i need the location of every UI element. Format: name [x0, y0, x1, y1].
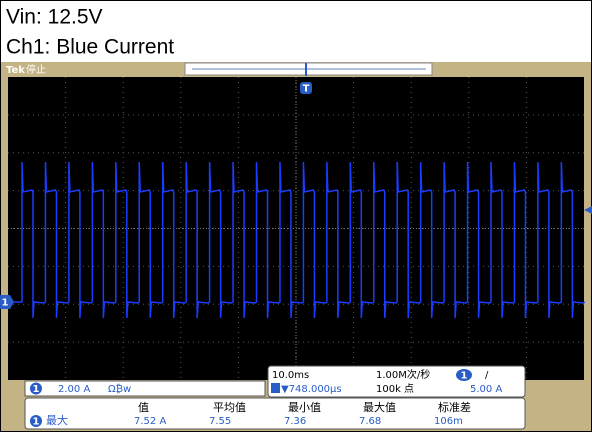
- trigger-marker: [300, 82, 312, 94]
- measure-header: 最大值: [363, 400, 396, 414]
- sample-rate: 1.00M次/秒: [376, 368, 430, 381]
- t-icon: [271, 383, 280, 393]
- caption-line: Ch1: Blue Current: [6, 36, 174, 59]
- ground-marker: [0, 295, 14, 309]
- ground-marker-label: 1: [2, 298, 9, 309]
- measure-value: 106m: [434, 416, 463, 427]
- channel-badge: [30, 382, 42, 395]
- waveform: [8, 161, 586, 319]
- trigger-badge: [456, 369, 472, 381]
- trigger-marker-label: T: [303, 84, 310, 95]
- measure-box: [24, 397, 526, 430]
- time-position: ▼748.000µs: [281, 384, 342, 395]
- measure-value: 7.36: [284, 416, 306, 427]
- measure-header: 值: [138, 401, 149, 414]
- caption-line: Vin: 12.5V: [6, 6, 103, 29]
- trigger-slope: /: [485, 370, 489, 381]
- trigger-badge-label: 1: [461, 371, 468, 382]
- measure-value: 7.52 A: [134, 416, 166, 427]
- measure-type: 最大: [46, 413, 68, 427]
- channel-scale: 2.00 A: [58, 384, 90, 395]
- measure-badge-label: 1: [33, 417, 40, 428]
- measure-value: 7.68: [359, 416, 381, 427]
- channel-icons: Ω₿w: [108, 383, 131, 395]
- record-length: 100k 点: [376, 383, 414, 395]
- channel-badge-label: 1: [33, 384, 40, 395]
- time-scale: 10.0ms: [272, 370, 309, 381]
- trigger-level: [584, 206, 592, 214]
- run-state: 停止: [26, 63, 46, 76]
- measure-header: 标准差: [438, 400, 471, 414]
- brand: Tek: [6, 65, 25, 76]
- trigger-level-value: 5.00 A: [470, 384, 502, 395]
- measure-header: 平均值: [213, 401, 246, 414]
- measure-value: 7.55: [209, 416, 231, 427]
- channel-box: [24, 380, 266, 397]
- measure-header: 最小值: [288, 401, 321, 414]
- measure-badge: [30, 415, 42, 427]
